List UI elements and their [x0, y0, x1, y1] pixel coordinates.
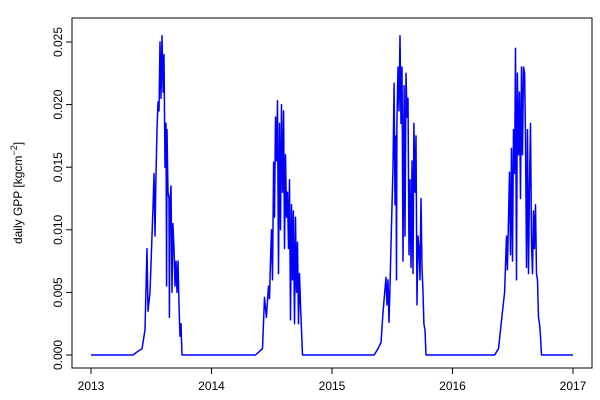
y-tick-label: 0.005 — [51, 277, 65, 307]
y-tick-label: 0.020 — [51, 89, 65, 119]
y-tick-label: 0.015 — [51, 152, 65, 182]
x-axis: 2013 2014 2015 2016 2017 — [78, 368, 587, 393]
x-tick-label: 2017 — [560, 379, 587, 393]
x-tick-label: 2014 — [198, 379, 225, 393]
x-tick-label: 2016 — [439, 379, 466, 393]
x-tick-label: 2013 — [78, 379, 105, 393]
y-tick-label: 0.025 — [51, 27, 65, 57]
y-axis: 0.000 0.005 0.010 0.015 0.020 0.025 — [51, 27, 72, 370]
y-tick-label: 0.010 — [51, 214, 65, 244]
gpp-series-line — [91, 34, 573, 356]
plot-frame — [71, 17, 593, 369]
y-axis-title: daily GPP [kgcm−2] — [9, 142, 25, 244]
y-tick-label: 0.000 — [51, 340, 65, 370]
x-tick-label: 2015 — [319, 379, 346, 393]
y-axis-title-superscript: −2 — [9, 145, 19, 155]
